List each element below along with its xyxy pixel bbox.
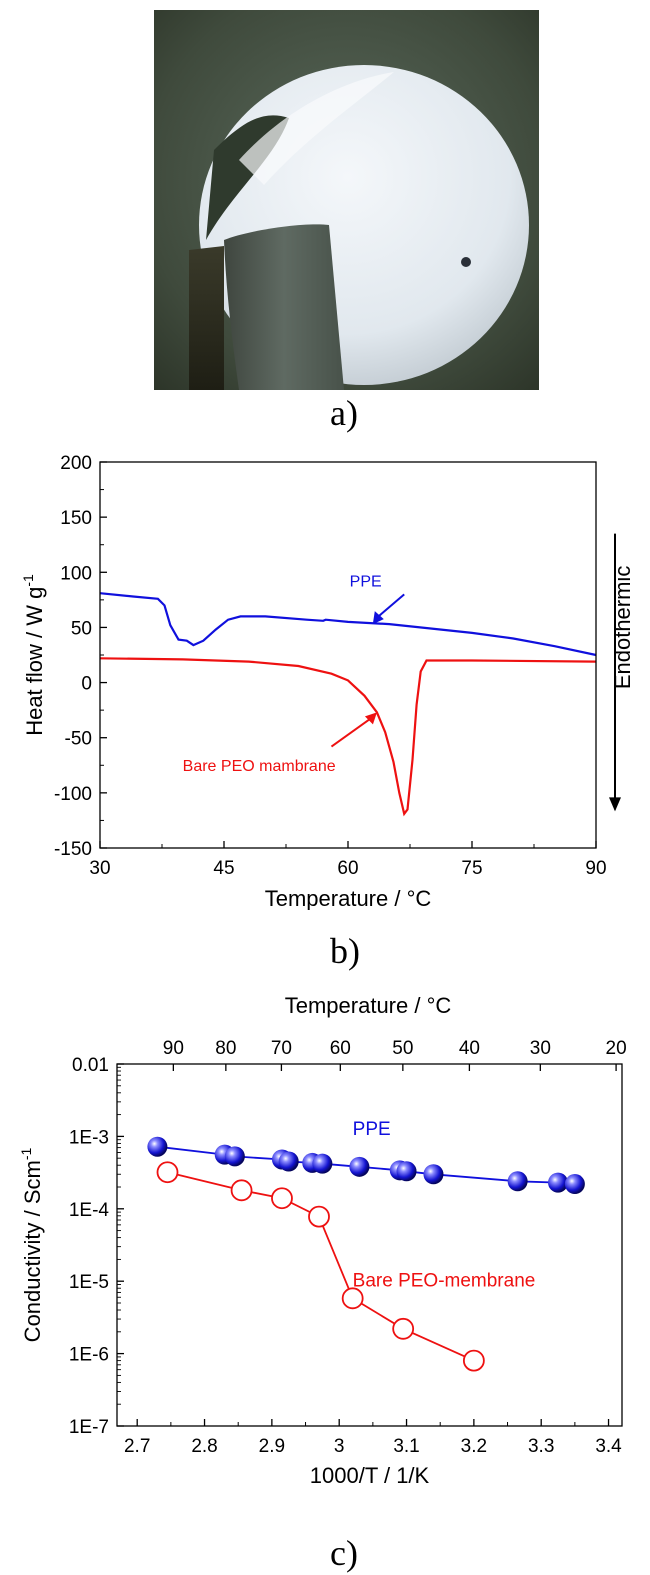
top-x-tick-label: 40 (459, 1038, 480, 1059)
ppe-annotation-label: PPE (350, 574, 382, 591)
membrane-photo (154, 10, 539, 390)
bare-peo-data-point (392, 1317, 415, 1340)
x-tick-label: 3 (334, 1436, 345, 1457)
top-x-tick-label: 70 (271, 1038, 292, 1059)
x-tick-label: 75 (461, 858, 482, 879)
y-tick-label: 50 (71, 618, 92, 639)
ppe-data-point (278, 1151, 299, 1172)
y-tick-label: 100 (60, 563, 92, 584)
x-tick-label: 3.4 (595, 1436, 622, 1457)
y-tick-label: 1E-6 (69, 1345, 109, 1366)
bare-peo-series-line (99, 657, 597, 817)
x-tick-label: 60 (337, 858, 358, 879)
bare-peo-annotation-arrowhead (364, 712, 377, 725)
panel-label-a: a) (330, 393, 358, 433)
y-axis-label: Heat flow / W g-1 (20, 574, 47, 736)
x-tick-label: 2.8 (191, 1436, 217, 1457)
ppe-series-label: PPE (353, 1119, 391, 1140)
ppe-annotation-arrowhead (372, 611, 384, 625)
endothermic-arrow-head (609, 797, 621, 812)
ppe-data-point (423, 1164, 444, 1185)
top-x-tick-label: 80 (215, 1038, 236, 1059)
plot-frame (116, 1063, 623, 1427)
conductivity-chart: 2.7 2.8 2.9 3 3.1 3.2 3.3 3.4 90 80 70 60 50 40 30 20 0.… (18, 993, 627, 1488)
ppe-data-point (147, 1136, 168, 1157)
y-tick-label: 1E-3 (69, 1127, 109, 1148)
top-x-tick-label: 20 (606, 1038, 627, 1059)
x-tick-label: 45 (213, 858, 234, 879)
ppe-data-point (507, 1171, 528, 1192)
y-axis-label: Conductivity / Scm-1 (18, 1147, 45, 1342)
top-x-tick-label: 50 (392, 1038, 413, 1059)
panel-label-c: c) (330, 1533, 358, 1573)
top-x-tick-label: 30 (530, 1038, 551, 1059)
bare-peo-data-point (156, 1161, 179, 1184)
y-tick-label: -50 (65, 729, 92, 750)
top-x-tick-label: 60 (330, 1038, 351, 1059)
bare-peo-data-point (271, 1187, 293, 1210)
bare-peo-data-point (341, 1287, 364, 1310)
x-tick-label: 3.3 (528, 1436, 554, 1457)
panel-label-b: b) (330, 931, 360, 971)
ppe-data-point (224, 1146, 245, 1167)
y-tick-label: 1E-7 (69, 1417, 109, 1438)
ppe-data-point (396, 1161, 417, 1182)
bare-peo-annotation-arrow (330, 717, 372, 748)
x-tick-label: 3.2 (461, 1436, 487, 1457)
y-tick-label: 0 (81, 674, 92, 695)
bare-peo-series-label: Bare PEO-membrane (353, 1270, 536, 1291)
holder-body (189, 246, 224, 390)
x-tick-label: 30 (89, 858, 110, 879)
y-tick-label: -150 (54, 839, 92, 860)
x-axis-label: Temperature / °C (265, 886, 432, 910)
disc-highlight (239, 72, 394, 185)
ppe-data-point (312, 1153, 333, 1174)
bare-peo-data-point (308, 1205, 330, 1228)
dsc-chart: 30 45 60 75 90 200 150 100 50 0 -50 -100 -150 Tempera… (20, 453, 635, 910)
bare-peo-series-line (167, 1171, 475, 1362)
plot-frame (99, 461, 597, 849)
y-tick-label: -100 (54, 784, 92, 805)
x-tick-label: 3.1 (393, 1436, 419, 1457)
y-tick-label: 200 (60, 453, 92, 474)
top-x-axis-label: Temperature / °C (285, 993, 452, 1018)
y-tick-label: 1E-4 (69, 1200, 110, 1221)
bare-peo-data-point (462, 1349, 485, 1372)
y-tick-label: 0.01 (72, 1055, 109, 1076)
ppe-data-point (548, 1172, 569, 1193)
bare-peo-annotation-label: Bare PEO mambrane (183, 758, 336, 775)
ppe-series-line (99, 592, 597, 657)
x-axis-label: 1000/T / 1/K (310, 1463, 430, 1488)
ppe-data-point (349, 1156, 370, 1177)
top-x-tick-label: 90 (163, 1038, 184, 1059)
y-tick-label: 150 (60, 508, 92, 529)
disc-spot (461, 257, 471, 267)
x-tick-label: 90 (585, 858, 606, 879)
y-tick-label: 1E-5 (69, 1272, 109, 1293)
x-tick-label: 2.9 (259, 1436, 285, 1457)
endothermic-label: Endothermic (610, 566, 635, 690)
x-tick-label: 2.7 (124, 1436, 150, 1457)
ppe-data-point (564, 1174, 585, 1195)
holder-clip (224, 224, 344, 390)
ppe-annotation-arrow (378, 593, 405, 617)
bare-peo-data-point (230, 1179, 253, 1202)
